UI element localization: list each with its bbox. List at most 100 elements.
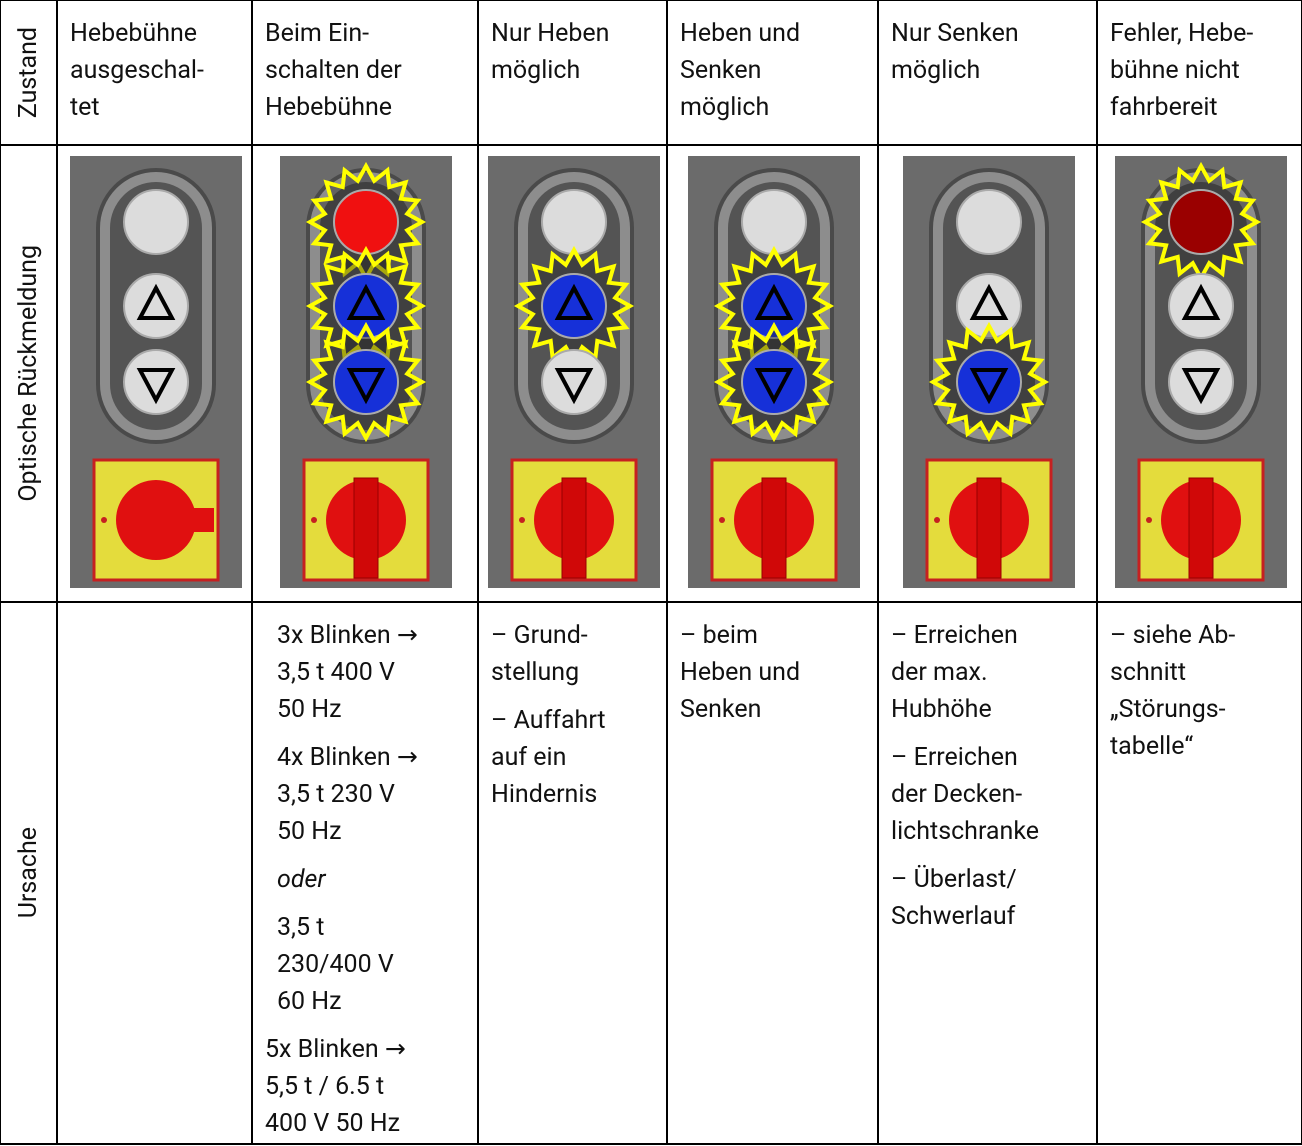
- text-line: – siehe Ab-: [1110, 621, 1236, 650]
- button: [122, 349, 189, 415]
- cause-cell: [56, 601, 253, 1145]
- state-cell: Heben und Senken möglich: [666, 0, 879, 146]
- text-line: möglich: [491, 56, 581, 85]
- panel-cell: [251, 144, 479, 603]
- text-line: Nur Senken: [891, 19, 1019, 48]
- paragraph: – Überlast/Schwerlauf: [891, 861, 1084, 935]
- arrow-up: [969, 283, 1008, 320]
- text-line: möglich: [680, 93, 770, 122]
- switch-handle: [353, 477, 379, 579]
- text-line: auf ein: [491, 743, 567, 772]
- text-line: stellung: [491, 658, 580, 687]
- switch-dot: [718, 517, 725, 523]
- arrow-down: [754, 368, 793, 405]
- control-panel: [280, 156, 452, 588]
- button: [1167, 189, 1234, 255]
- button: [955, 273, 1022, 339]
- button: [1167, 273, 1234, 339]
- text-line: 3x Blinken →: [277, 621, 418, 650]
- row-header-wrap: Optische Rückmeldung: [1, 146, 56, 601]
- button: [333, 189, 399, 255]
- panel-cell: [477, 144, 668, 603]
- paragraph: – beim Heben und Senken: [680, 617, 865, 728]
- switch-handle: [976, 477, 1001, 579]
- row-header-label: Ursache: [14, 827, 43, 919]
- cause-cell: – Grund-stellung – Auffahrt auf ein Hindern…: [477, 601, 668, 1145]
- switch-handle: [1188, 477, 1213, 579]
- text-line: 5x Blinken →: [265, 1035, 406, 1064]
- control-panel: [69, 156, 242, 588]
- text-line: 3,5 t 230 V: [277, 780, 395, 809]
- text-line: schalten der: [265, 56, 402, 85]
- switch-dot: [933, 517, 940, 523]
- paragraph: – Erreichen der max. Hubhöhe: [891, 617, 1084, 728]
- arrow-down: [136, 368, 175, 405]
- state-cell: Nur Heben möglich: [477, 0, 668, 146]
- state-cell: Hebebühne ausgeschal-tet: [56, 0, 253, 146]
- row-header-wrap: Ursache: [1, 603, 56, 1143]
- text-line: Hebebühne: [70, 19, 198, 48]
- arrow-down: [554, 368, 593, 405]
- text-line: – Grund-: [491, 621, 588, 650]
- state-cell: Nur Senken möglich: [877, 0, 1098, 146]
- control-panel: [687, 156, 860, 588]
- text-line: Heben und: [680, 19, 801, 48]
- switch-dot: [311, 517, 317, 523]
- switch-dot: [1145, 517, 1152, 523]
- text-line: Fehler, Hebe-: [1110, 19, 1254, 48]
- switch-handle: [761, 477, 786, 579]
- text-line: 50 Hz: [277, 817, 342, 846]
- control-panel: [1114, 156, 1287, 588]
- switch-handle: [155, 508, 214, 532]
- text-line: 400 V 50 Hz: [265, 1109, 401, 1138]
- arrow-up: [1181, 283, 1220, 320]
- text-line: lichtschranke: [891, 817, 1040, 846]
- row-header-label: Zustand: [14, 26, 43, 119]
- panel-cell: [1096, 144, 1302, 603]
- text-line: – Erreichen: [891, 621, 1018, 650]
- paragraph: – Grund-stellung: [491, 617, 654, 691]
- arrow-up: [136, 283, 175, 320]
- arrow-down: [346, 368, 386, 405]
- text-line: 230/400 V: [277, 950, 394, 979]
- text-line: 3,5 t 400 V: [277, 658, 395, 687]
- text-line: der Decken-: [891, 780, 1023, 809]
- text-line: fahrbereit: [1110, 93, 1218, 122]
- row-header-wrap: Zustand: [1, 1, 56, 144]
- text-line: – beim: [680, 621, 758, 650]
- switch-dot: [518, 517, 525, 523]
- state-cell: Beim Ein-schalten der Hebebühne: [251, 0, 479, 146]
- text-line: oder: [277, 865, 326, 894]
- text-line: 50 Hz: [277, 695, 342, 724]
- paragraph: 3x Blinken → 3,5 t 400 V 50 Hz: [265, 617, 465, 728]
- button: [540, 273, 607, 339]
- arrow-up: [346, 283, 386, 320]
- text-line: schnitt: [1110, 658, 1187, 687]
- cause-cell: 3x Blinken → 3,5 t 400 V 50 Hz 4x Blinken →…: [251, 601, 479, 1145]
- state-cell: Fehler, Hebe-bühne nicht fahrbereit: [1096, 0, 1302, 146]
- text-line: – Überlast/: [891, 865, 1017, 894]
- button: [1167, 349, 1234, 415]
- row-header: Ursache: [0, 601, 58, 1145]
- text-line: ausgeschal-: [70, 56, 204, 85]
- text-line: – Erreichen: [891, 743, 1018, 772]
- panel-cell: [666, 144, 879, 603]
- button: [333, 349, 399, 415]
- cause-cell: – siehe Ab-schnitt „Störungs-tabelle“: [1096, 601, 1302, 1145]
- text-line: Schwerlauf: [891, 902, 1016, 931]
- button: [740, 349, 807, 415]
- switch-handle: [561, 477, 586, 579]
- text-line: Senken: [680, 695, 762, 724]
- row-header: Optische Rückmeldung: [0, 144, 58, 603]
- control-panel: [487, 156, 660, 588]
- arrow-down: [1181, 368, 1220, 405]
- arrow-up: [554, 283, 593, 320]
- text-line: tabelle“: [1110, 732, 1194, 761]
- row-header: Zustand: [0, 0, 58, 146]
- button: [955, 349, 1022, 415]
- text-line: „Störungs-: [1110, 695, 1226, 724]
- button: [122, 189, 189, 255]
- control-panel: [902, 156, 1075, 588]
- text-line: 60 Hz: [277, 987, 342, 1016]
